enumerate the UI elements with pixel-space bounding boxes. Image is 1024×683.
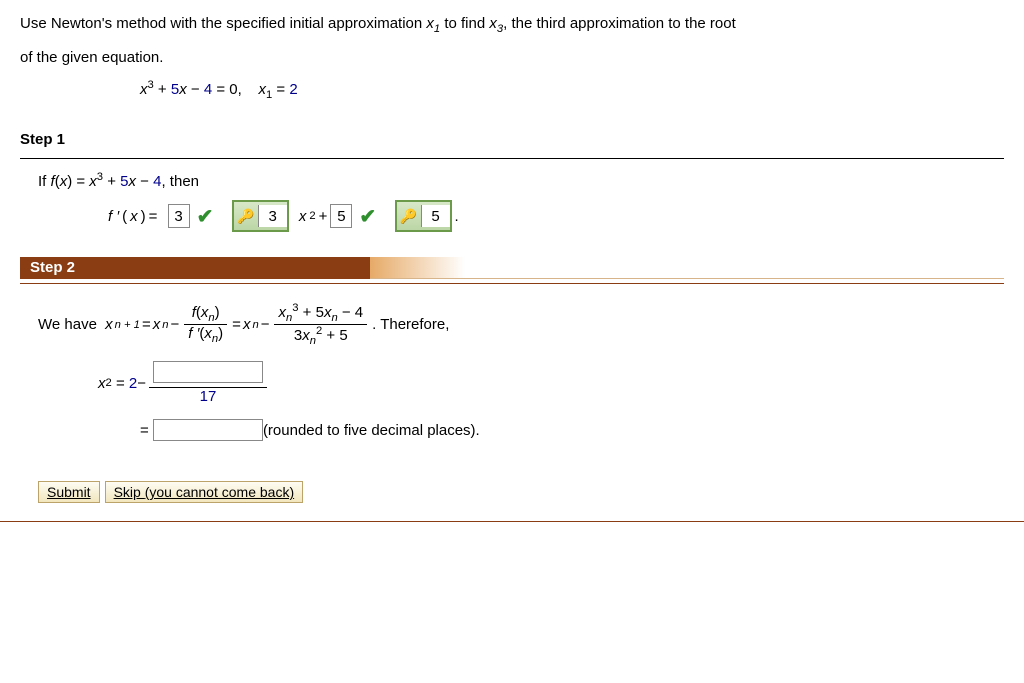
var-x3: x3 xyxy=(489,15,503,32)
step2-body: We have xn + 1 = xn − f(xn) f ′(xn) = xn… xyxy=(38,302,1004,441)
question-prompt: Use Newton's method with the specified i… xyxy=(20,8,1004,73)
answer-box-2[interactable]: 5 xyxy=(330,204,352,228)
given-equation: x3 + 5x − 4 = 0, x1 = 2 xyxy=(140,79,1004,101)
step2-underline xyxy=(20,283,1004,284)
hint-box-1[interactable]: 🔑 3 xyxy=(232,200,289,232)
question-text-4: of the given equation. xyxy=(20,49,163,66)
step1-derivative-line: f ′(x) = 3 ✔ 🔑 3 x2 + 5 ✔ 🔑 5 . xyxy=(108,200,1004,232)
skip-button[interactable]: Skip (you cannot come back) xyxy=(105,481,304,503)
submit-button[interactable]: Submit xyxy=(38,481,100,503)
step1-body: If f(x) = x3 + 5x − 4, then f ′(x) = 3 ✔… xyxy=(38,171,1004,232)
answer-box-1[interactable]: 3 xyxy=(168,204,190,228)
fraction-specific: xn3 + 5xn − 4 3xn2 + 5 xyxy=(274,302,367,347)
x2-calc-row: x2 = 2 − 17 xyxy=(98,361,1004,405)
step1-divider xyxy=(20,158,1004,159)
newton-formula-row: We have xn + 1 = xn − f(xn) f ′(xn) = xn… xyxy=(38,302,1004,347)
step2-label: Step 2 xyxy=(20,257,370,279)
input-result[interactable] xyxy=(153,419,263,441)
hint-box-2[interactable]: 🔑 5 xyxy=(395,200,452,232)
key-icon: 🔑 xyxy=(397,208,421,225)
fraction-generic: f(xn) f ′(xn) xyxy=(184,304,227,345)
input-numerator[interactable] xyxy=(153,361,263,383)
question-text-1: Use Newton's method with the specified i… xyxy=(20,15,426,32)
x2-result-row: = (rounded to five decimal places). xyxy=(140,419,1004,441)
step1-label: Step 1 xyxy=(20,131,1004,148)
key-icon: 🔑 xyxy=(234,208,258,225)
step1-if-line: If f(x) = x3 + 5x − 4, then xyxy=(38,171,1004,190)
step2-bar: Step 2 xyxy=(20,257,1004,279)
button-row: Submit Skip (you cannot come back) xyxy=(38,481,1004,503)
page-bottom-rule xyxy=(0,521,1024,522)
question-text-2: to find xyxy=(440,15,489,32)
fraction-x2: 17 xyxy=(149,361,267,405)
question-text-3: , the third approximation to the root xyxy=(503,15,736,32)
step2-bar-right xyxy=(370,257,1004,279)
var-x1: x1 xyxy=(426,15,440,32)
check-icon: ✔ xyxy=(359,204,376,229)
check-icon: ✔ xyxy=(197,204,214,229)
